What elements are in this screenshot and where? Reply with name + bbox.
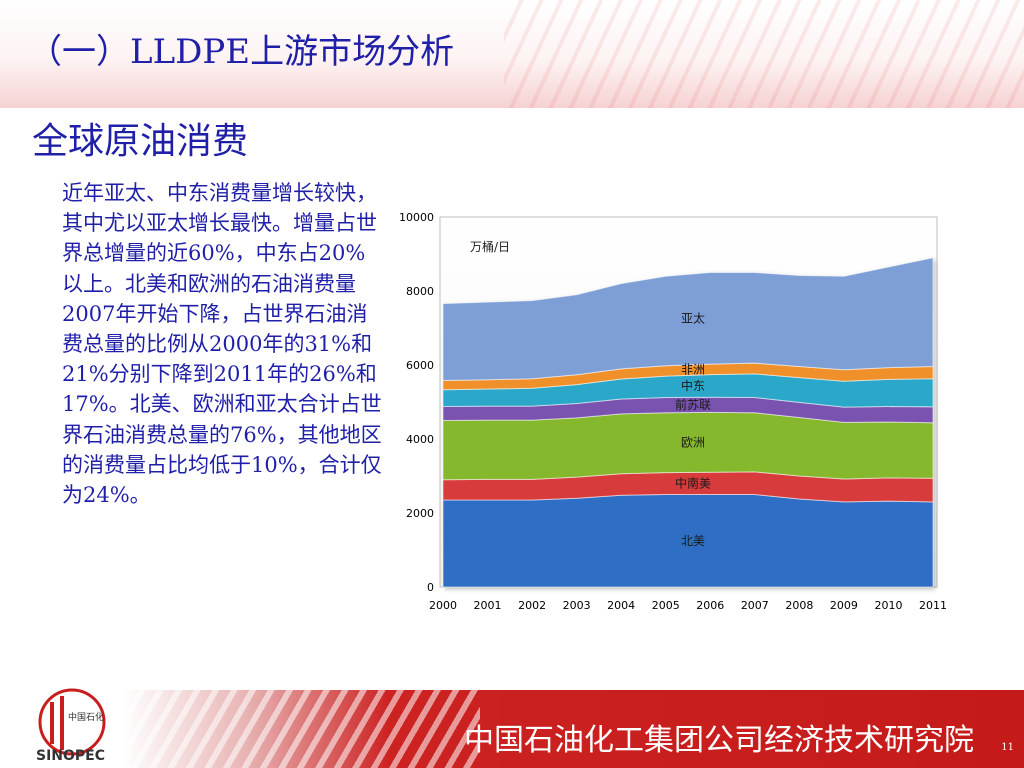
area-series-group — [442, 257, 934, 588]
y-tick-label: 0 — [427, 581, 434, 594]
x-tick-label: 2011 — [919, 599, 947, 612]
x-tick-label: 2007 — [741, 599, 769, 612]
area-label: 非洲 — [681, 362, 705, 376]
x-axis-ticks: 2000 2001 2002 2003 2004 2005 2006 2007 2008 2009… — [429, 599, 947, 612]
footer-band — [0, 690, 1024, 768]
logo-text: 中国石化 — [68, 711, 104, 723]
x-tick-label: 2002 — [518, 599, 546, 612]
area-label: 中南美 — [675, 475, 711, 490]
y-tick-label: 10000 — [399, 211, 434, 224]
x-tick-label: 2003 — [563, 599, 591, 612]
y-tick-label: 8000 — [406, 285, 434, 298]
area-label: 欧洲 — [681, 435, 705, 449]
y-tick-label: 2000 — [406, 507, 434, 520]
svg-text:SINOPEC: SINOPEC — [36, 748, 105, 764]
y-axis-ticks: 0 2000 4000 6000 8000 10000 — [399, 211, 434, 594]
footer-decoration — [120, 690, 480, 768]
x-tick-label: 2004 — [607, 599, 635, 612]
page-title: （一）LLDPE上游市场分析 — [28, 32, 455, 72]
x-tick-label: 2005 — [652, 599, 680, 612]
sinopec-logo: 中国石化 SINOPEC — [36, 688, 106, 764]
x-tick-label: 2001 — [474, 599, 502, 612]
header-band — [0, 0, 1024, 108]
section-subtitle: 全球原油消费 — [32, 121, 249, 162]
area-label: 北美 — [681, 534, 705, 548]
x-tick-label: 2008 — [785, 599, 813, 612]
unit-label: 万桶/日 — [470, 239, 510, 254]
x-tick-label: 2000 — [429, 599, 457, 612]
area-亚太 — [442, 257, 934, 382]
footer-org-name: 中国石油化工集团公司经济技术研究院 — [464, 723, 974, 758]
x-tick-label: 2006 — [696, 599, 724, 612]
area-label: 前苏联 — [675, 397, 711, 412]
body-paragraph: 近年亚太、中东消费量增长较快，其中尤以亚太增长最快。增量占世界总增量的近60%，… — [62, 181, 382, 508]
x-tick-label: 2010 — [874, 599, 902, 612]
y-tick-label: 4000 — [406, 433, 434, 446]
area-label: 中东 — [681, 378, 705, 393]
page-number: 11 — [1001, 742, 1014, 753]
area-label: 亚太 — [681, 310, 705, 325]
area-label-group: 北美 中南美 欧洲 前苏联 中东 非洲 亚太 — [675, 310, 711, 547]
x-tick-label: 2009 — [830, 599, 858, 612]
y-tick-label: 6000 — [406, 359, 434, 372]
